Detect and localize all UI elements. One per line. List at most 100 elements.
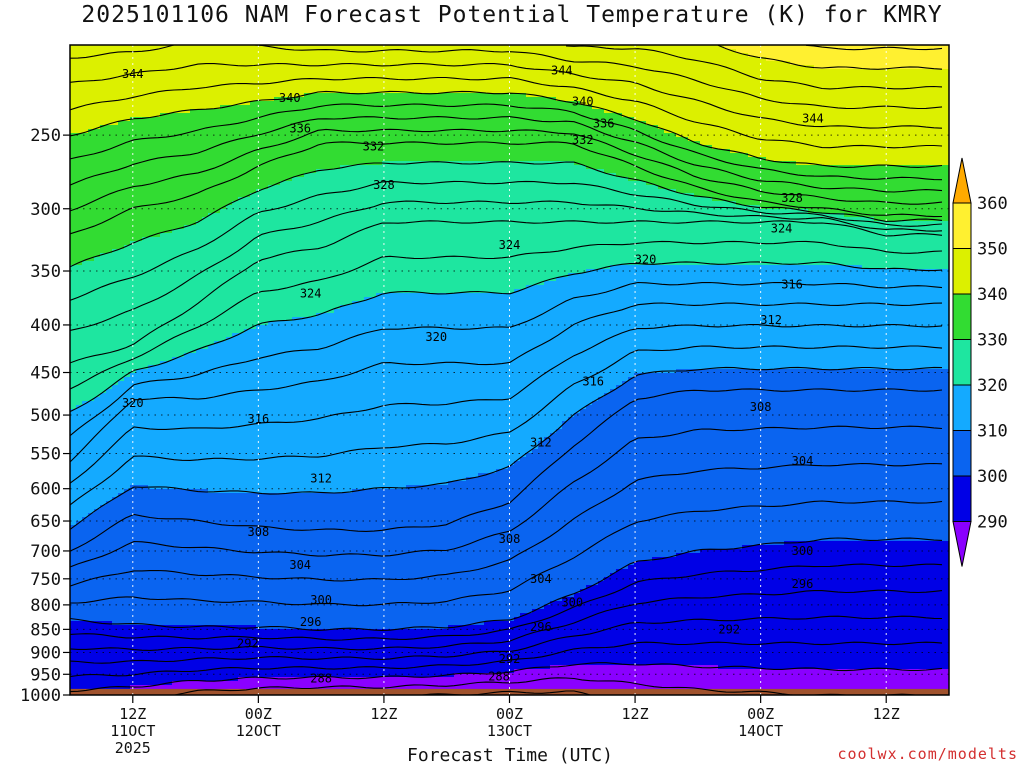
field-cell xyxy=(76,485,83,490)
field-cell xyxy=(184,189,191,194)
field-cell xyxy=(166,149,173,154)
field-cell xyxy=(106,401,113,406)
field-cell xyxy=(190,385,197,390)
field-cell xyxy=(94,573,101,578)
field-cell xyxy=(106,285,113,290)
field-cell xyxy=(244,481,251,486)
field-cell xyxy=(130,93,137,98)
field-cell xyxy=(166,453,173,458)
field-cell xyxy=(208,365,215,370)
field-cell xyxy=(160,137,167,142)
field-cell xyxy=(94,565,101,570)
field-cell xyxy=(88,653,95,658)
field-cell xyxy=(94,149,101,154)
field-cell xyxy=(136,609,143,614)
field-cell xyxy=(172,53,179,58)
field-cell xyxy=(244,301,251,306)
field-cell xyxy=(238,197,245,202)
field-cell xyxy=(100,93,107,98)
field-cell xyxy=(238,593,245,598)
field-cell xyxy=(214,217,221,222)
field-cell xyxy=(196,325,203,330)
field-cell xyxy=(142,277,149,282)
field-cell xyxy=(88,549,95,554)
field-cell xyxy=(88,505,95,510)
field-cell xyxy=(148,193,155,198)
field-cell xyxy=(130,497,137,502)
field-cell xyxy=(160,557,167,562)
field-cell xyxy=(70,161,77,166)
field-cell xyxy=(70,277,77,282)
field-cell xyxy=(148,617,155,622)
field-cell xyxy=(142,61,149,66)
field-cell xyxy=(70,281,77,286)
field-cell xyxy=(166,53,173,58)
field-cell xyxy=(148,497,155,502)
field-cell xyxy=(118,549,125,554)
field-cell xyxy=(178,169,185,174)
field-cell xyxy=(244,413,251,418)
field-cell xyxy=(166,77,173,82)
field-cell xyxy=(136,421,143,426)
field-cell xyxy=(160,685,167,690)
field-cell xyxy=(112,333,119,338)
field-cell xyxy=(184,537,191,542)
field-cell xyxy=(112,501,119,506)
field-cell xyxy=(232,213,239,218)
field-cell xyxy=(184,333,191,338)
field-cell xyxy=(154,341,161,346)
field-cell xyxy=(142,105,149,110)
field-cell xyxy=(70,501,77,506)
field-cell xyxy=(106,601,113,606)
field-cell xyxy=(94,105,101,110)
field-cell xyxy=(160,465,167,470)
field-cell xyxy=(118,365,125,370)
field-cell xyxy=(214,173,221,178)
field-cell xyxy=(160,401,167,406)
field-cell xyxy=(154,405,161,410)
field-cell xyxy=(88,625,95,630)
field-cell xyxy=(208,93,215,98)
field-cell xyxy=(244,177,251,182)
field-cell xyxy=(220,53,227,58)
field-cell xyxy=(226,189,233,194)
field-cell xyxy=(244,141,251,146)
field-cell xyxy=(250,77,257,82)
field-cell xyxy=(202,161,209,166)
field-cell xyxy=(154,61,161,66)
field-cell xyxy=(106,137,113,142)
field-cell xyxy=(244,457,251,462)
field-cell xyxy=(142,325,149,330)
field-cell xyxy=(112,309,119,314)
field-cell xyxy=(226,381,233,386)
field-cell xyxy=(88,69,95,74)
field-cell xyxy=(202,121,209,126)
field-cell xyxy=(244,173,251,178)
field-cell xyxy=(70,509,77,514)
field-cell xyxy=(148,113,155,118)
field-cell xyxy=(244,181,251,186)
field-cell xyxy=(124,665,131,670)
field-cell xyxy=(124,289,131,294)
field-cell xyxy=(142,197,149,202)
field-cell xyxy=(214,145,221,150)
field-cell xyxy=(184,245,191,250)
field-cell xyxy=(184,637,191,642)
field-cell xyxy=(82,285,89,290)
field-cell xyxy=(244,129,251,134)
field-cell xyxy=(172,349,179,354)
field-cell xyxy=(214,73,221,78)
field-cell xyxy=(70,677,77,682)
field-cell xyxy=(124,581,131,586)
field-cell xyxy=(244,497,251,502)
field-cell xyxy=(160,489,167,494)
field-cell xyxy=(214,545,221,550)
field-cell xyxy=(118,641,125,646)
field-cell xyxy=(190,369,197,374)
field-cell xyxy=(208,669,215,674)
field-cell xyxy=(250,61,257,66)
field-cell xyxy=(220,433,227,438)
field-cell xyxy=(130,281,137,286)
field-cell xyxy=(202,541,209,546)
field-cell xyxy=(208,621,215,626)
